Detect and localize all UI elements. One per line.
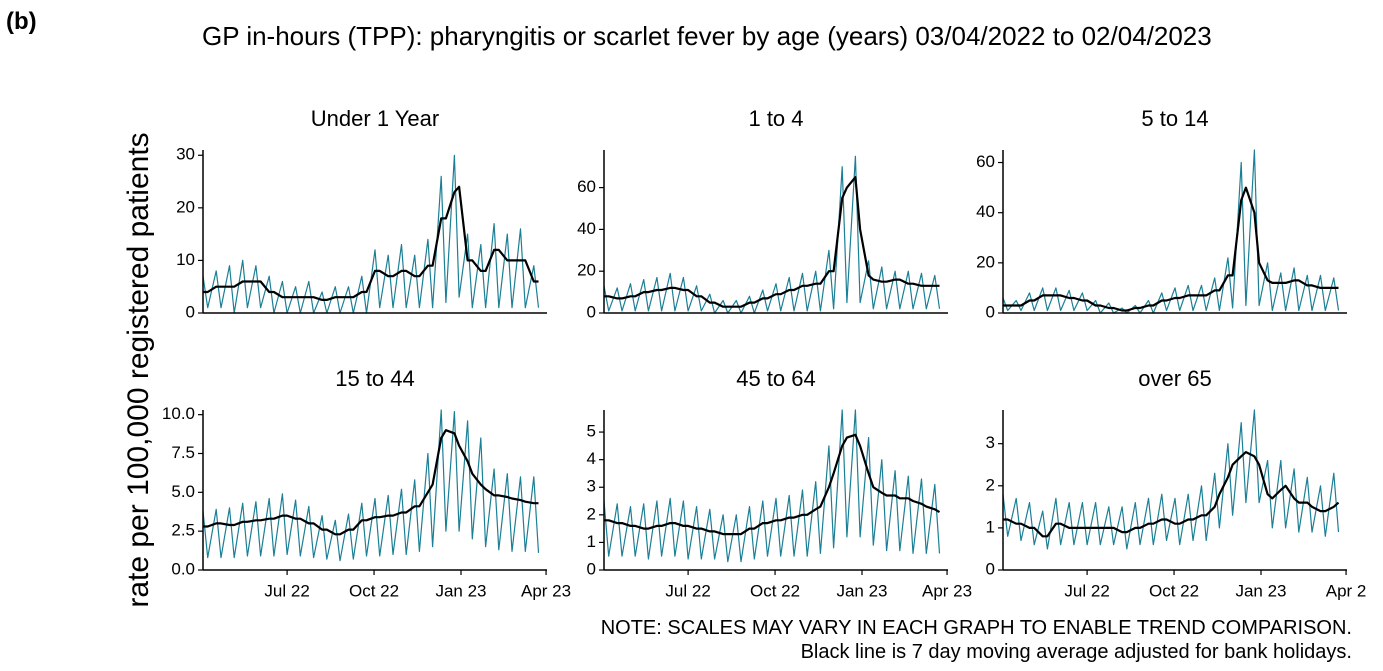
y-tick-label: 0 xyxy=(587,302,596,321)
panel-title: 5 to 14 xyxy=(1141,106,1208,131)
y-tick-label: 2 xyxy=(587,504,596,523)
data-line xyxy=(202,409,540,562)
y-tick-label: 2 xyxy=(986,475,995,494)
x-tick-label: Jan 23 xyxy=(1235,581,1286,600)
data-line xyxy=(603,155,941,314)
y-tick-label: 0 xyxy=(986,559,995,578)
y-tick-label: 20 xyxy=(176,197,195,216)
y-tick-label: 0 xyxy=(186,302,195,321)
y-tick-label: 5 xyxy=(587,422,596,441)
panel-title: Under 1 Year xyxy=(311,106,439,131)
chart-title: GP in-hours (TPP): pharyngitis or scarle… xyxy=(202,21,1212,51)
y-tick-label: 60 xyxy=(577,177,596,196)
data-line xyxy=(203,185,539,301)
y-tick-label: 5.0 xyxy=(171,482,195,501)
y-tick-label: 2.5 xyxy=(171,521,195,540)
y-tick-label: 3 xyxy=(986,433,995,452)
data-line xyxy=(1003,451,1340,538)
x-tick-label: Jul 22 xyxy=(1064,581,1109,600)
y-tick-label: 30 xyxy=(176,145,195,164)
note: NOTE: SCALES MAY VARY IN EACH GRAPH TO E… xyxy=(601,617,1352,639)
y-tick-label: 20 xyxy=(577,261,596,280)
x-tick-label: Jan 23 xyxy=(836,581,887,600)
y-tick-label: 40 xyxy=(577,219,596,238)
y-axis-label: rate per 100,000 registered patients xyxy=(122,132,155,607)
y-tick-label: 40 xyxy=(976,202,995,221)
panel-title: 15 to 44 xyxy=(335,366,415,391)
panel-title: 45 to 64 xyxy=(736,366,816,391)
data-line xyxy=(202,154,540,314)
x-tick-label: Jul 22 xyxy=(264,581,309,600)
y-tick-label: 10 xyxy=(176,250,195,269)
x-tick-label: Oct 22 xyxy=(1149,581,1199,600)
data-line xyxy=(1002,149,1340,314)
note: Black line is 7 day moving average adjus… xyxy=(801,641,1352,663)
panel-title: 1 to 4 xyxy=(748,106,803,131)
data-line xyxy=(1002,409,1340,550)
y-tick-label: 60 xyxy=(976,152,995,171)
y-tick-label: 10.0 xyxy=(162,404,195,423)
y-tick-label: 0.0 xyxy=(171,559,195,578)
x-tick-label: Jan 23 xyxy=(435,581,486,600)
data-line xyxy=(1003,186,1339,312)
y-tick-label: 20 xyxy=(976,252,995,271)
x-tick-label: Apr 2 xyxy=(1326,581,1367,600)
x-tick-label: Oct 22 xyxy=(349,581,399,600)
panel-title: over 65 xyxy=(1138,366,1211,391)
y-tick-label: 1 xyxy=(986,517,995,536)
y-tick-label: 1 xyxy=(587,532,596,551)
data-line xyxy=(603,409,941,563)
figure-label: (b) xyxy=(6,8,37,35)
y-tick-label: 4 xyxy=(587,449,596,468)
data-line xyxy=(203,429,539,536)
x-tick-label: Oct 22 xyxy=(750,581,800,600)
y-tick-label: 3 xyxy=(587,477,596,496)
x-tick-label: Jul 22 xyxy=(665,581,710,600)
x-tick-label: Apr 23 xyxy=(922,581,972,600)
data-line xyxy=(604,433,941,536)
x-tick-label: Apr 23 xyxy=(521,581,571,600)
y-tick-label: 0 xyxy=(986,302,995,321)
data-line xyxy=(604,176,940,308)
y-tick-label: 7.5 xyxy=(171,443,195,462)
y-tick-label: 0 xyxy=(587,559,596,578)
